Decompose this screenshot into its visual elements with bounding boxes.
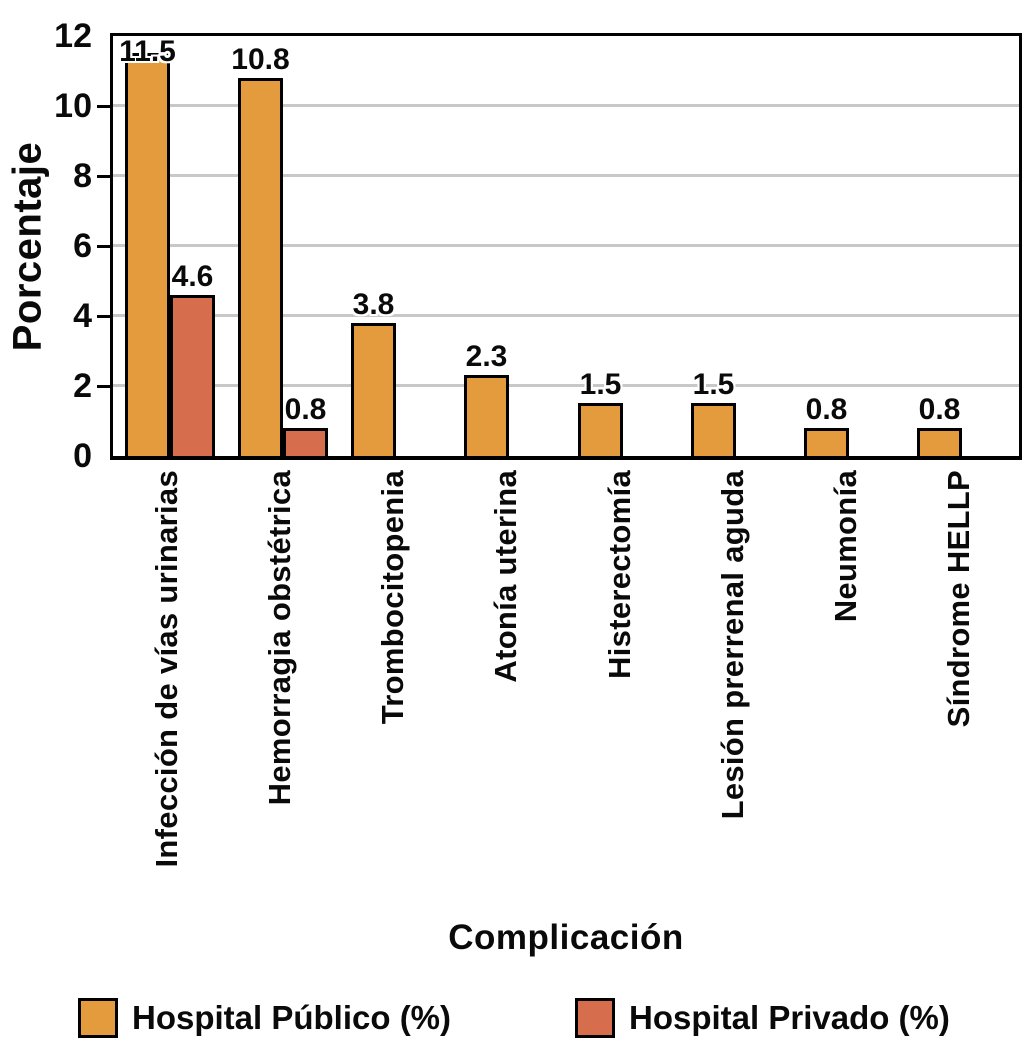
bar-publico-4-value: 1.5 xyxy=(579,368,622,401)
bar-publico-1 xyxy=(238,78,283,456)
x-category-label-3: Atonía uterina xyxy=(488,470,523,683)
bar-privado-0 xyxy=(170,295,215,456)
bar-publico-3 xyxy=(464,375,509,456)
x-category-label-text: Hemorragia obstétrica xyxy=(262,470,297,806)
x-category-label-5: Lesión prerrenal aguda xyxy=(715,470,750,819)
bar-publico-6-value: 0.8 xyxy=(805,393,848,426)
y-tick-label-10: 10 xyxy=(54,87,92,125)
x-category-label-7: Síndrome HELLP xyxy=(941,470,976,727)
y-tick-mark-4 xyxy=(97,315,110,318)
gridline-10 xyxy=(113,104,1019,107)
bar-publico-5 xyxy=(691,403,736,456)
y-tick-label-0: 0 xyxy=(73,437,92,475)
y-tick-mark-6 xyxy=(97,245,110,248)
bar-publico-0 xyxy=(125,53,170,456)
x-category-label-text: Infección de vías urinarias xyxy=(149,470,184,868)
gridline-4 xyxy=(113,314,1019,317)
x-category-label-text: Síndrome HELLP xyxy=(941,470,976,728)
bar-publico-4 xyxy=(578,403,623,456)
x-category-label-2: Trombocitopenia xyxy=(375,470,410,724)
gridlines-layer xyxy=(113,36,1019,456)
y-tick-label-8: 8 xyxy=(73,157,92,195)
gridline-8 xyxy=(113,174,1019,177)
legend-item-hospital-privado: Hospital Privado (%) xyxy=(575,996,950,1040)
bar-privado-1-value: 0.8 xyxy=(284,393,327,426)
plot-area: 11.5 4.6 10.8 0.8 3.8 2.3 1.5 1.5 0.8 0.8 xyxy=(110,33,1022,460)
x-category-label-text: Trombocitopenia xyxy=(375,470,410,725)
bar-publico-7-value: 0.8 xyxy=(918,393,961,426)
x-category-label-text: Neumonía xyxy=(828,470,863,623)
bar-publico-1-value: 10.8 xyxy=(231,43,290,76)
bar-value-labels-layer: 11.5 4.6 10.8 0.8 3.8 2.3 1.5 1.5 0.8 0.8 xyxy=(113,36,1019,456)
x-category-label-0: Infección de vías urinarias xyxy=(149,470,184,867)
bars-layer xyxy=(113,36,1019,456)
x-category-label-6: Neumonía xyxy=(828,470,863,622)
y-tick-mark-10 xyxy=(97,105,110,108)
x-category-label-text: Histerectomía xyxy=(602,470,637,679)
y-tick-label-4: 4 xyxy=(73,297,92,335)
bar-privado-0-value: 4.6 xyxy=(171,260,214,293)
y-tick-label-2: 2 xyxy=(73,367,92,405)
x-category-label-text: Lesión prerrenal aguda xyxy=(715,470,750,820)
bar-publico-3-value: 2.3 xyxy=(465,340,508,373)
legend-label-publico: Hospital Público (%) xyxy=(132,999,452,1036)
bar-publico-6 xyxy=(804,428,849,456)
x-category-label-1: Hemorragia obstétrica xyxy=(262,470,297,805)
legend-label-privado: Hospital Privado (%) xyxy=(629,999,950,1036)
bar-privado-1 xyxy=(283,428,328,456)
legend-swatch-privado xyxy=(575,998,615,1038)
bar-publico-7 xyxy=(917,428,962,456)
legend-swatch-publico xyxy=(78,998,118,1038)
y-tick-label-12: 12 xyxy=(54,17,92,55)
x-category-label-text: Atonía uterina xyxy=(488,470,523,683)
x-axis-title: Complicación xyxy=(448,918,684,957)
y-tick-mark-2 xyxy=(97,385,110,388)
legend-item-hospital-publico: Hospital Público (%) xyxy=(78,996,451,1040)
y-tick-label-6: 6 xyxy=(73,227,92,265)
y-tick-mark-8 xyxy=(97,175,110,178)
bar-publico-5-value: 1.5 xyxy=(692,368,735,401)
bar-publico-2-value: 3.8 xyxy=(352,288,395,321)
gridline-2 xyxy=(113,384,1019,387)
x-category-label-4: Histerectomía xyxy=(602,470,637,679)
bar-publico-2 xyxy=(351,323,396,456)
gridline-6 xyxy=(113,244,1019,247)
bar-publico-0-value: 11.5 xyxy=(119,35,176,68)
